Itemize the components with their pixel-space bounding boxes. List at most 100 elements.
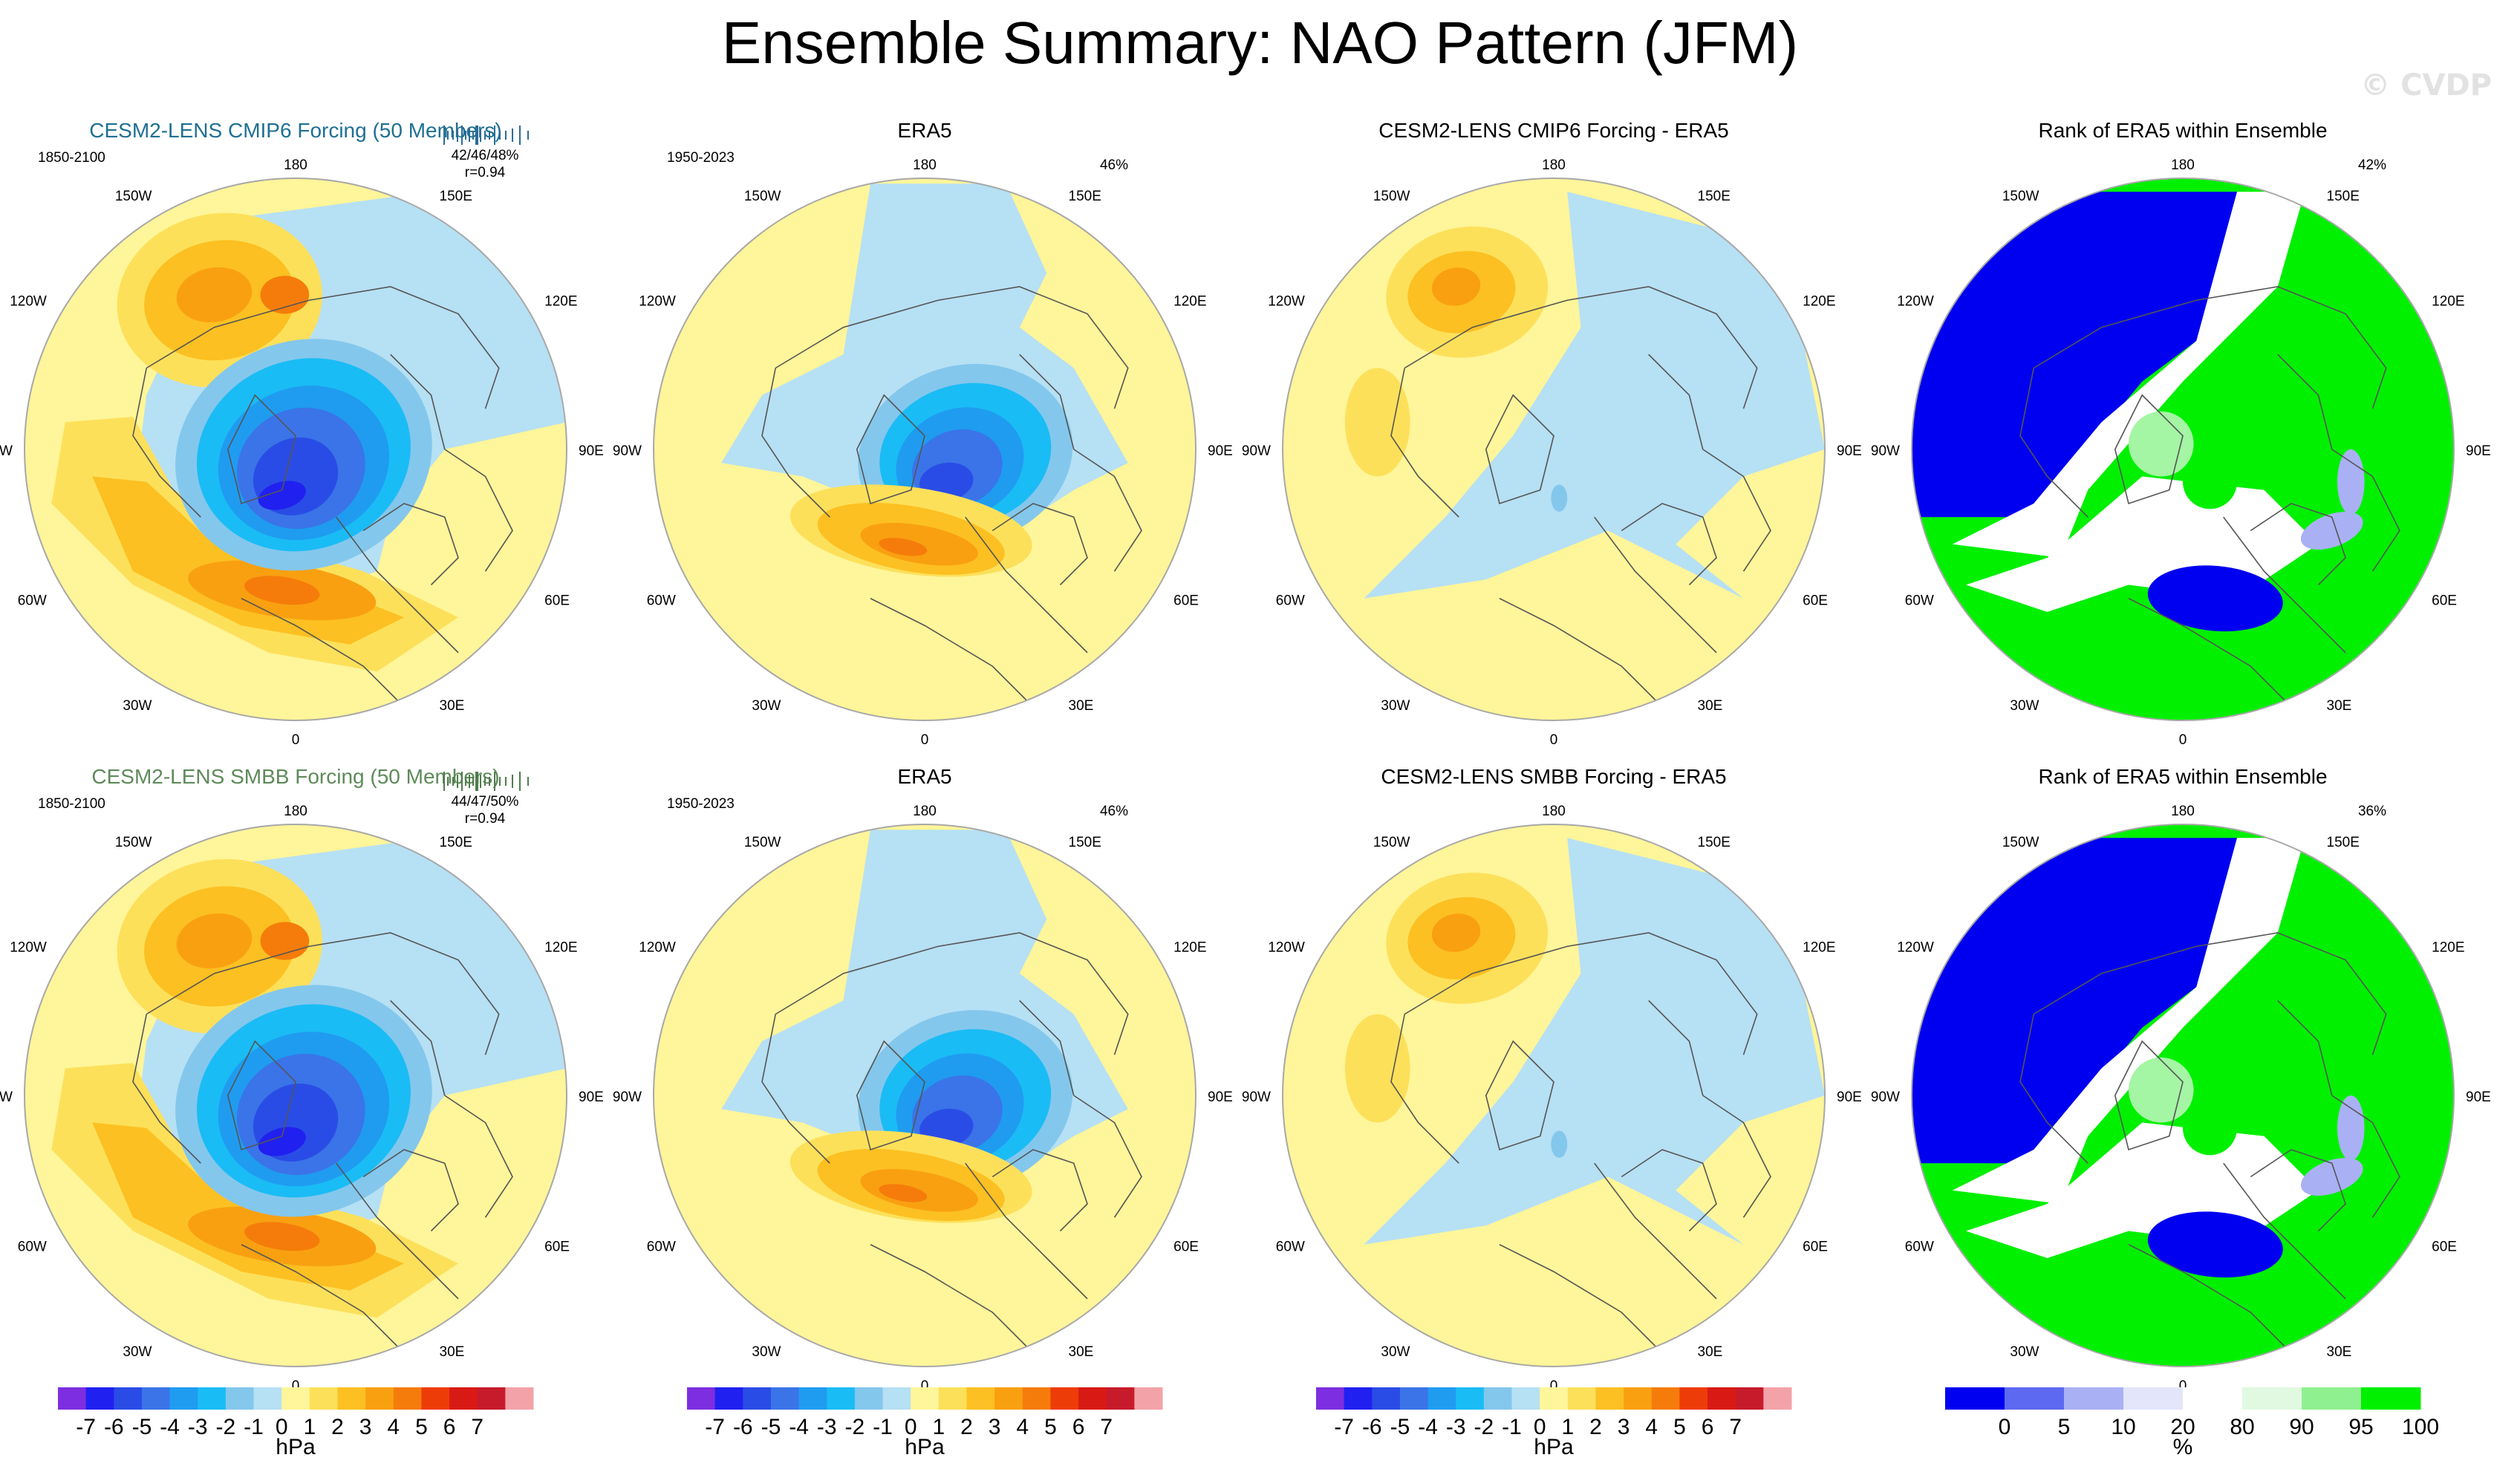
lon-label-ul-1: 120W <box>1897 940 1934 956</box>
colorbar-swatch-2 <box>743 1387 772 1410</box>
colorbar-unit: hPa <box>905 1435 945 1459</box>
map-panel-r2c2: 180 0 90W 90E 150W 120W 150E 120E 60W 30W 60E 30E ER… <box>613 765 1233 1394</box>
colorbar-swatch-0 <box>687 1387 716 1410</box>
colorbar-tick-3: -4 <box>1418 1415 1438 1439</box>
coastline-1 <box>132 1014 201 1164</box>
colorbar-tick-11: 4 <box>1016 1415 1029 1439</box>
coastline-5 <box>444 1095 513 1218</box>
lon-label-ur-0: 150E <box>1069 835 1101 850</box>
atlantic-high-core <box>879 538 928 556</box>
coastline-4 <box>2250 503 2346 586</box>
lon-label-lr-0: 60E <box>2432 1240 2457 1255</box>
field-layer <box>1912 178 2454 720</box>
colorbar-tick-10: 3 <box>1618 1415 1630 1439</box>
lon-label-ll-1: 30W <box>123 698 152 714</box>
lon-label-180: 180 <box>284 804 307 819</box>
lon-label-lr-1: 30E <box>440 1344 465 1360</box>
lon-label-ll-1: 30W <box>123 1344 152 1360</box>
lon-label-lr-1: 30E <box>440 698 465 714</box>
lon-label-ur-1: 120E <box>1803 940 1835 956</box>
atlantic-high-core <box>244 1222 320 1251</box>
lon-label-ul-1: 120W <box>1268 294 1305 310</box>
lon-label-0: 0 <box>921 1378 929 1394</box>
coastline-6 <box>870 598 1034 708</box>
lon-label-ur-0: 150E <box>440 189 472 204</box>
lon-label-ul-0: 150W <box>744 189 781 204</box>
pacific-high-3 <box>1431 267 1481 306</box>
coastline-0 <box>1404 932 1758 1055</box>
colorbar-swatch-7 <box>882 1387 911 1410</box>
lon-label-ur-0: 150E <box>440 835 472 850</box>
coastline-3 <box>965 516 1088 654</box>
map-panel-r2c4: 180 0 90W 90E 150W 120W 150E 120E 60W 30W 60E 30E Ra… <box>1871 765 2491 1394</box>
coastline-4 <box>2250 1149 2346 1232</box>
coastline-3 <box>336 516 459 654</box>
map-panel-r2c3: 180 0 90W 90E 150W 120W 150E 120E 60W 30W 60E 30E CE… <box>1242 765 1862 1394</box>
panel-stat-2: r=0.94 <box>465 811 506 827</box>
coastline-5 <box>1702 1095 1771 1218</box>
colorbar-tick-1: -6 <box>104 1415 124 1439</box>
panel-title: CESM2-LENS CMIP6 Forcing - ERA5 <box>1378 119 1728 142</box>
colorbar-tick-5: 90 <box>2289 1415 2314 1439</box>
rank-low-south <box>2147 1211 2283 1278</box>
lon-label-ll-0: 60W <box>1905 1240 1934 1255</box>
small-low <box>1551 484 1568 512</box>
colorbar-tick-3: -4 <box>789 1415 809 1439</box>
lon-label-ul-0: 150W <box>1373 189 1410 204</box>
coastline-4 <box>1621 1149 1717 1232</box>
lon-label-ul-1: 120W <box>639 294 676 310</box>
lon-label-ur-1: 120E <box>1803 294 1835 310</box>
map-outline <box>24 824 567 1367</box>
coastline-6 <box>2128 1244 2292 1354</box>
colorbar-swatch-15 <box>1735 1387 1764 1410</box>
coastline-6 <box>1499 1244 1663 1354</box>
lon-label-0: 0 <box>921 732 929 748</box>
colorbar-swatch-16 <box>1763 1387 1792 1410</box>
colorbar-tick-13: 6 <box>1702 1415 1714 1439</box>
field-layer <box>25 824 567 1367</box>
map-panel-r1c2: 180 0 90W 90E 150W 120W 150E 120E 60W 30W 60E 30E ER… <box>613 119 1233 748</box>
coastline-3 <box>2223 516 2346 654</box>
colorbar-swatch-2 <box>1372 1387 1401 1410</box>
colorbar-3: -7 -6 -5 -4 -3 -2 -1 0 1 2 3 4 5 6 7 hPa <box>1316 1387 1792 1459</box>
colorbar-swatch-12 <box>1022 1387 1051 1410</box>
lon-label-lr-0: 60E <box>544 593 570 609</box>
colorbar-2: -7 -6 -5 -4 -3 -2 -1 0 1 2 3 4 5 6 7 hPa <box>687 1387 1163 1459</box>
small-low <box>1551 1130 1568 1158</box>
colorbar-swatch-4 <box>169 1387 198 1410</box>
rank-midhigh <box>2129 1057 2194 1123</box>
colorbar-swatch-3 <box>770 1387 800 1410</box>
coastline-7 <box>2277 354 2333 450</box>
lon-label-ll-1: 30W <box>2010 1344 2039 1360</box>
map-outline <box>653 824 1196 1367</box>
lon-label-lr-0: 60E <box>2432 593 2457 609</box>
field-layer <box>1283 178 1825 720</box>
lon-label-ur-1: 120E <box>2432 294 2464 310</box>
colorbar-tick-7: 0 <box>905 1415 917 1439</box>
lon-label-ul-0: 150W <box>2002 835 2039 850</box>
coastline-0 <box>146 286 500 409</box>
coastline-5 <box>2331 1095 2400 1218</box>
colorbar-swatch-10 <box>1595 1387 1624 1410</box>
coastline-4 <box>362 1149 459 1232</box>
coastline-7 <box>1648 354 1704 450</box>
lon-label-90w: 90W <box>1242 443 1271 459</box>
lon-label-0: 0 <box>2179 1378 2187 1394</box>
lon-label-180: 180 <box>1542 157 1566 173</box>
colorbar-swatch-15 <box>477 1387 506 1410</box>
colorbar-swatch-1 <box>2005 1387 2065 1410</box>
lon-label-lr-1: 30E <box>2327 1344 2352 1360</box>
lon-label-ul-1: 120W <box>1897 294 1934 310</box>
lon-label-lr-1: 30E <box>1698 1344 1723 1360</box>
coastlines <box>761 286 1142 708</box>
colorbar-tick-11: 4 <box>1645 1415 1658 1439</box>
colorbar-tick-14: 7 <box>471 1415 484 1439</box>
coastline-1 <box>761 1014 830 1164</box>
colorbar-swatch-7 <box>2361 1387 2421 1410</box>
colorbar-4: 0 5 10 20 80 90 95 100% <box>1945 1387 2439 1459</box>
panel-title: Rank of ERA5 within Ensemble <box>2038 119 2327 142</box>
coastline-4 <box>992 503 1088 586</box>
map-outline <box>1911 824 2455 1367</box>
coastline-2 <box>2114 1040 2184 1151</box>
coastline-7 <box>2277 1000 2333 1096</box>
